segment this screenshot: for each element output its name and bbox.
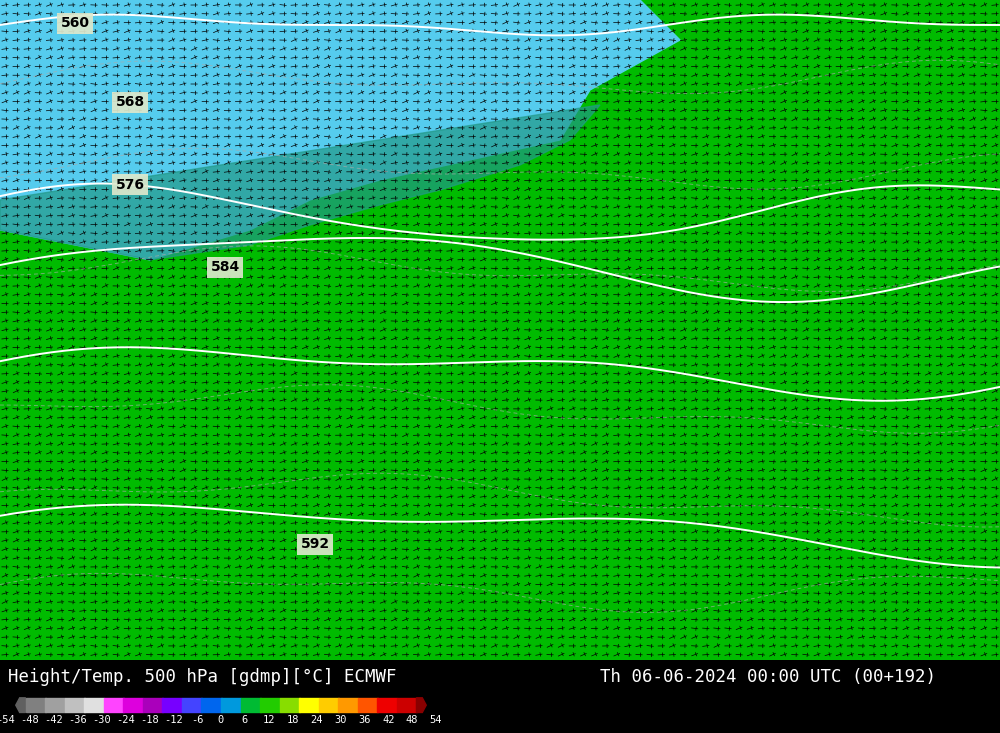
Bar	[84, 698, 104, 712]
Bar	[299, 698, 319, 712]
Polygon shape	[16, 698, 26, 712]
Bar	[104, 698, 124, 712]
Bar	[377, 698, 397, 712]
Text: 576: 576	[116, 177, 144, 192]
Bar	[397, 698, 417, 712]
Polygon shape	[416, 698, 426, 712]
Bar	[260, 698, 280, 712]
Text: -24: -24	[116, 715, 135, 725]
Bar	[280, 698, 300, 712]
Text: 592: 592	[300, 537, 330, 551]
Text: -42: -42	[44, 715, 63, 725]
Text: 24: 24	[310, 715, 323, 725]
Text: Th 06-06-2024 00:00 UTC (00+192): Th 06-06-2024 00:00 UTC (00+192)	[600, 668, 936, 687]
Bar	[143, 698, 163, 712]
Text: -54: -54	[0, 715, 15, 725]
Bar	[123, 698, 143, 712]
Bar	[162, 698, 182, 712]
Text: 584: 584	[210, 260, 240, 274]
Text: -36: -36	[68, 715, 87, 725]
Bar	[338, 698, 358, 712]
Polygon shape	[0, 0, 680, 260]
Text: -18: -18	[140, 715, 159, 725]
Bar	[319, 698, 339, 712]
Text: 0: 0	[218, 715, 224, 725]
Bar	[182, 698, 202, 712]
Polygon shape	[0, 105, 600, 260]
Text: -48: -48	[21, 715, 39, 725]
Text: 12: 12	[263, 715, 275, 725]
Text: 568: 568	[115, 95, 145, 109]
Bar	[358, 698, 378, 712]
Text: 18: 18	[286, 715, 299, 725]
Text: -12: -12	[164, 715, 183, 725]
Text: 6: 6	[242, 715, 248, 725]
Bar	[26, 698, 46, 712]
Bar	[201, 698, 222, 712]
Bar	[45, 698, 65, 712]
Bar	[65, 698, 85, 712]
Text: 560: 560	[60, 16, 90, 30]
Text: -30: -30	[92, 715, 111, 725]
Text: Height/Temp. 500 hPa [gdmp][°C] ECMWF: Height/Temp. 500 hPa [gdmp][°C] ECMWF	[8, 668, 396, 687]
Text: 48: 48	[406, 715, 418, 725]
Text: -6: -6	[191, 715, 203, 725]
Text: 54: 54	[430, 715, 442, 725]
Text: 30: 30	[334, 715, 347, 725]
Text: 36: 36	[358, 715, 371, 725]
Text: 42: 42	[382, 715, 394, 725]
Bar	[221, 698, 241, 712]
Bar	[241, 698, 261, 712]
